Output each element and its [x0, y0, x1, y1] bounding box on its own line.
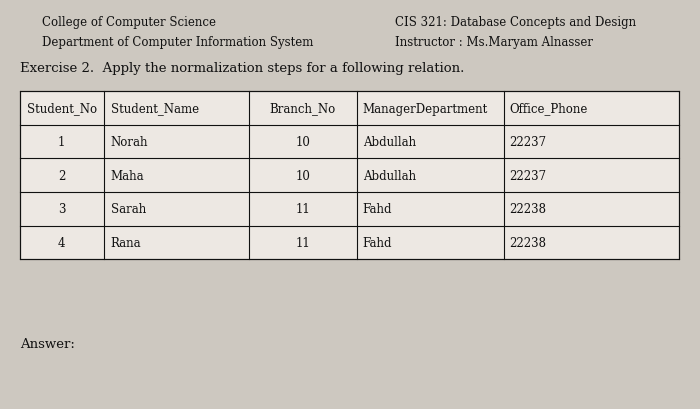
- Text: Maha: Maha: [111, 169, 144, 182]
- Text: 11: 11: [295, 236, 310, 249]
- Text: Student_No: Student_No: [27, 102, 97, 115]
- Text: Fahd: Fahd: [363, 203, 392, 216]
- Text: Branch_No: Branch_No: [270, 102, 336, 115]
- Text: ManagerDepartment: ManagerDepartment: [363, 102, 488, 115]
- Text: 2: 2: [58, 169, 65, 182]
- Text: Rana: Rana: [111, 236, 141, 249]
- Text: Instructor : Ms.Maryam Alnasser: Instructor : Ms.Maryam Alnasser: [395, 36, 594, 49]
- Text: 4: 4: [58, 236, 65, 249]
- Text: Department of Computer Information System: Department of Computer Information Syste…: [42, 36, 314, 49]
- Bar: [20, 92, 679, 260]
- Text: 3: 3: [58, 203, 65, 216]
- Text: Answer:: Answer:: [20, 337, 74, 351]
- Text: Student_Name: Student_Name: [111, 102, 199, 115]
- Text: 11: 11: [295, 203, 310, 216]
- Text: College of Computer Science: College of Computer Science: [42, 16, 216, 29]
- Text: Office_Phone: Office_Phone: [510, 102, 588, 115]
- Text: Sarah: Sarah: [111, 203, 146, 216]
- Text: 10: 10: [295, 169, 310, 182]
- Text: 10: 10: [295, 136, 310, 149]
- Text: 22237: 22237: [510, 169, 547, 182]
- Text: Exercise 2.  Apply the normalization steps for a following relation.: Exercise 2. Apply the normalization step…: [20, 62, 464, 75]
- Text: Norah: Norah: [111, 136, 148, 149]
- Text: Abdullah: Abdullah: [363, 136, 416, 149]
- Text: Fahd: Fahd: [363, 236, 392, 249]
- Text: 22238: 22238: [510, 203, 547, 216]
- Text: 22238: 22238: [510, 236, 547, 249]
- Text: 22237: 22237: [510, 136, 547, 149]
- Text: Abdullah: Abdullah: [363, 169, 416, 182]
- Text: 1: 1: [58, 136, 65, 149]
- Text: CIS 321: Database Concepts and Design: CIS 321: Database Concepts and Design: [395, 16, 636, 29]
